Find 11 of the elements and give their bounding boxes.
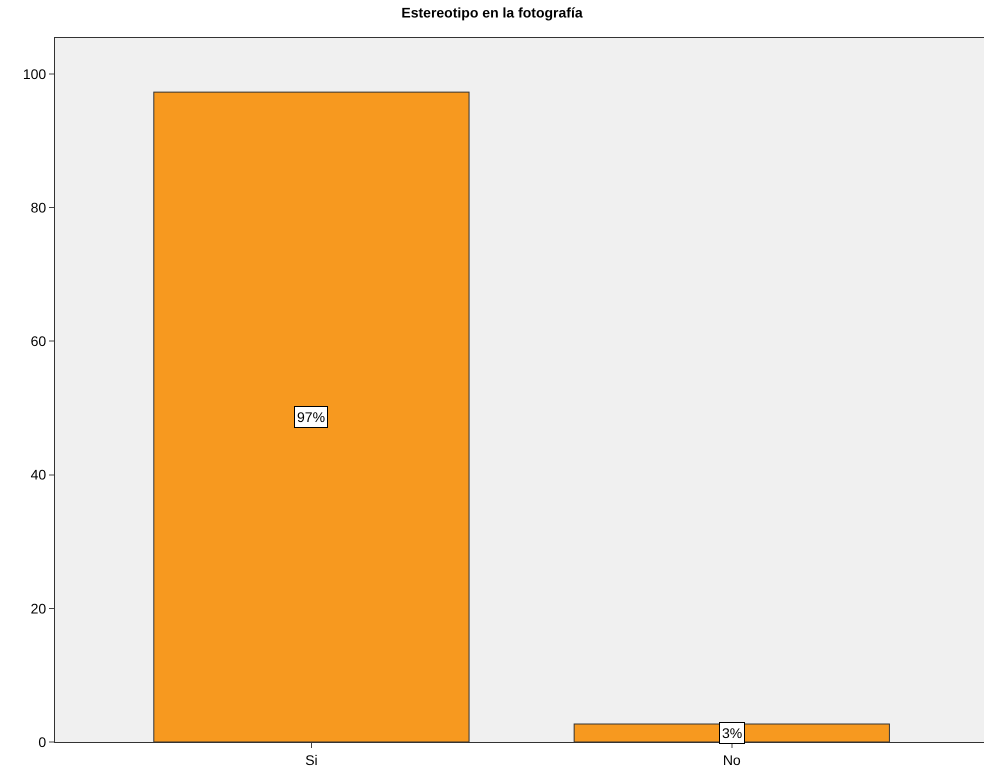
- y-tick-label: 80: [30, 200, 46, 216]
- y-tick-label: 60: [30, 333, 46, 350]
- y-tick-label: 100: [22, 66, 46, 82]
- data-label: 3%: [722, 725, 742, 741]
- y-tick-label: 0: [38, 734, 46, 750]
- x-tick-label: Si: [305, 752, 318, 768]
- y-tick-label: 20: [30, 600, 46, 616]
- chart-title: Estereotipo en la fotografía: [401, 4, 583, 21]
- data-label: 97%: [297, 409, 326, 425]
- y-tick-label: 40: [30, 466, 46, 483]
- x-tick-label: No: [722, 752, 741, 768]
